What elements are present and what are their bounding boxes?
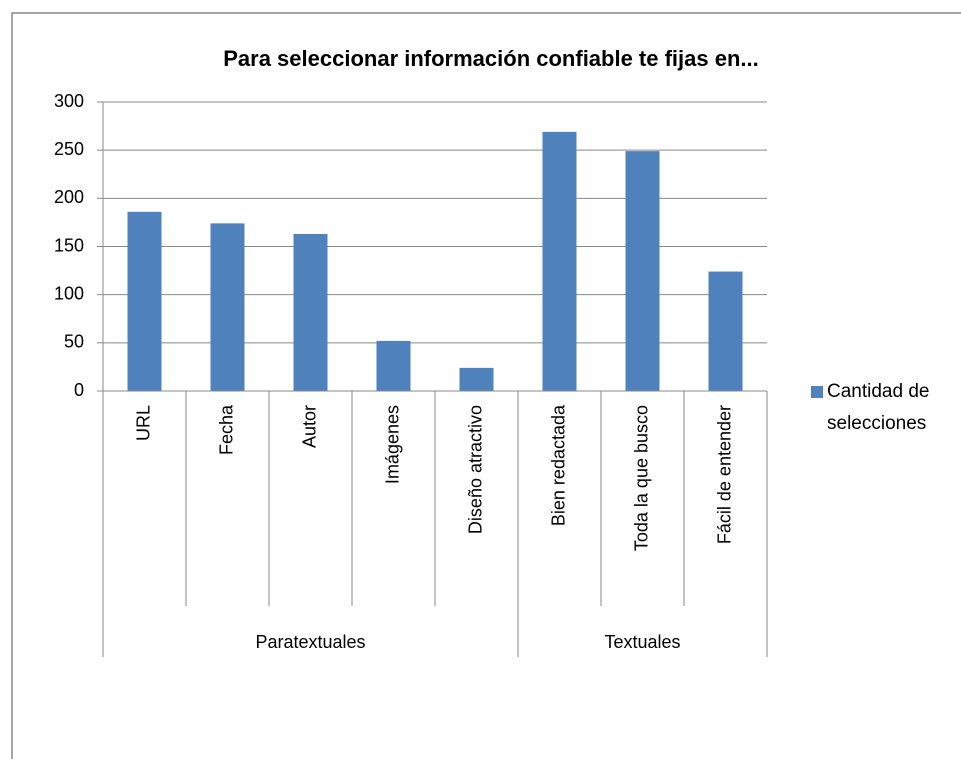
y-tick-label: 0 — [74, 380, 84, 400]
x-tick-label: Imágenes — [382, 405, 402, 484]
x-tick-label: Fácil de entender — [714, 405, 734, 544]
y-tick-label: 250 — [54, 139, 84, 159]
bar — [210, 223, 245, 391]
bar — [293, 233, 328, 391]
group-label: Textuales — [604, 632, 680, 652]
x-tick-label: Autor — [299, 405, 319, 448]
x-tick-label: Toda la que busco — [631, 405, 651, 551]
y-tick-label: 150 — [54, 235, 84, 255]
legend-swatch — [811, 386, 823, 398]
x-tick-label: Bien redactada — [548, 404, 568, 526]
legend-label: Cantidad de selecciones — [827, 381, 930, 434]
chart-frame — [11, 12, 961, 759]
bar — [459, 367, 494, 391]
chart-title: Para seleccionar información confiable t… — [223, 46, 759, 71]
bar — [127, 211, 162, 391]
y-tick-label: 200 — [54, 187, 84, 207]
y-tick-label: 100 — [54, 283, 84, 303]
x-tick-label: URL — [133, 405, 153, 441]
x-tick-label: Diseño atractivo — [465, 405, 485, 534]
group-label: Paratextuales — [255, 632, 365, 652]
y-tick-label: 300 — [54, 91, 84, 111]
bar — [542, 131, 577, 391]
x-tick-label: Fecha — [216, 404, 236, 455]
bar — [625, 151, 660, 391]
y-tick-label: 50 — [64, 332, 84, 352]
bar — [708, 271, 743, 391]
bar — [376, 340, 411, 391]
